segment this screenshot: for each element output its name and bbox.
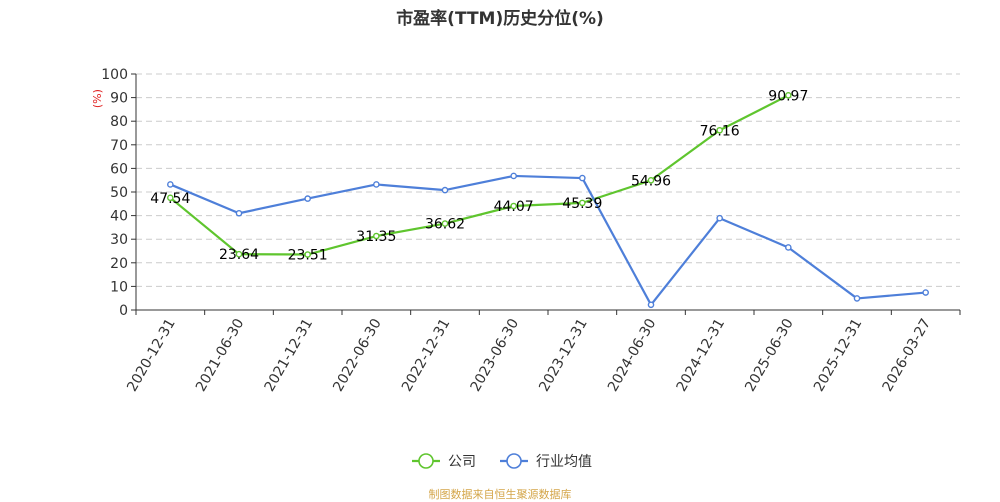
series-line bbox=[169, 174, 926, 306]
series-point bbox=[304, 195, 311, 202]
series-point bbox=[235, 209, 243, 217]
legend-label[interactable]: 行业均值 bbox=[536, 454, 592, 470]
x-tick-label: 2026-03-27 bbox=[880, 316, 935, 394]
y-tick-label: 0 bbox=[119, 303, 128, 319]
y-tick-label: 100 bbox=[101, 67, 128, 83]
series-line bbox=[169, 94, 789, 256]
data-label: 44.07 bbox=[494, 199, 534, 215]
data-label: 76.16 bbox=[700, 123, 740, 139]
legend-swatch-marker bbox=[506, 453, 522, 469]
x-tick-label: 2024-12-31 bbox=[674, 316, 729, 394]
series-point bbox=[304, 251, 311, 258]
series-point bbox=[579, 174, 586, 182]
series-point bbox=[647, 301, 655, 309]
data-label: 45.39 bbox=[562, 196, 602, 212]
series-point bbox=[235, 250, 243, 258]
y-tick-label: 90 bbox=[110, 91, 128, 107]
legend-swatch-marker bbox=[418, 453, 434, 469]
footer-source: 制图数据来自恒生聚源数据库 bbox=[428, 488, 572, 501]
series-point bbox=[373, 232, 380, 240]
series-point bbox=[373, 181, 380, 188]
series-point bbox=[579, 199, 586, 207]
y-tick-label: 60 bbox=[110, 161, 128, 177]
x-tick-label: 2024-06-30 bbox=[605, 316, 660, 394]
grid-layer bbox=[136, 73, 960, 287]
series-point bbox=[853, 295, 861, 302]
series-point bbox=[510, 172, 517, 180]
data-label: 36.62 bbox=[425, 217, 465, 233]
y-tick-label: 10 bbox=[110, 279, 128, 295]
data-label: 54.96 bbox=[631, 173, 671, 189]
label-layer: 47.54 23.64 23.51 31.35 36.62 44.07 45.39 54.96… bbox=[150, 88, 808, 263]
y-tick-label: 40 bbox=[110, 209, 128, 225]
x-tick-label: 2020-12-31 bbox=[124, 316, 179, 394]
y-tick-label: 80 bbox=[110, 114, 128, 130]
chart-title: 市盈率(TTM)历史分位(%) bbox=[396, 9, 604, 29]
data-label: 23.51 bbox=[288, 248, 328, 264]
series-point bbox=[167, 194, 174, 202]
series-point bbox=[441, 220, 449, 227]
data-label: 90.97 bbox=[768, 88, 808, 104]
y-tick-label: 30 bbox=[110, 232, 128, 248]
series-layer bbox=[167, 92, 929, 309]
y-tick-label: 20 bbox=[110, 256, 128, 272]
x-tick-label: 2025-12-31 bbox=[811, 316, 866, 394]
legend-layer: 公司 行业均值 bbox=[412, 453, 592, 470]
legend-label[interactable]: 公司 bbox=[448, 454, 476, 470]
series-point bbox=[441, 186, 449, 194]
series-point bbox=[647, 176, 655, 184]
series-point bbox=[785, 244, 792, 251]
axis-layer: 0 10 20 30 40 50 60 70 80 90 100 (%) 2020-12-31 2021-… bbox=[91, 67, 961, 394]
data-label: 47.54 bbox=[150, 191, 190, 207]
series-point bbox=[716, 126, 723, 134]
y-tick-label: 70 bbox=[110, 138, 128, 154]
x-tick-label: 2021-06-30 bbox=[193, 316, 248, 394]
y-tick-label: 50 bbox=[110, 185, 128, 201]
series-point bbox=[922, 289, 929, 296]
x-tick-label: 2022-06-30 bbox=[330, 316, 385, 394]
x-tick-label: 2022-12-31 bbox=[399, 316, 454, 394]
x-tick-label: 2023-06-30 bbox=[468, 316, 523, 394]
series-point bbox=[716, 214, 723, 222]
series-point bbox=[167, 181, 174, 188]
y-axis-unit-label: (%) bbox=[91, 89, 104, 108]
data-label: 23.64 bbox=[219, 247, 259, 263]
x-tick-label: 2023-12-31 bbox=[536, 316, 591, 394]
series-point bbox=[785, 92, 792, 99]
x-tick-label: 2021-12-31 bbox=[262, 316, 317, 394]
x-tick-label: 2025-06-30 bbox=[742, 316, 797, 394]
data-label: 31.35 bbox=[356, 229, 396, 245]
series-point bbox=[510, 202, 517, 210]
